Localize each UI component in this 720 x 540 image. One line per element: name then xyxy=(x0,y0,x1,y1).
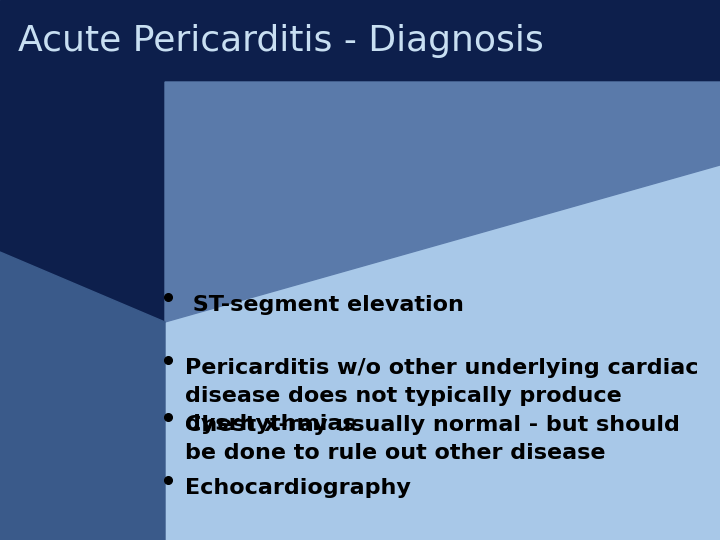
Text: Chest x-ray usually normal - but should: Chest x-ray usually normal - but should xyxy=(185,415,680,435)
Text: Acute Pericarditis - Diagnosis: Acute Pericarditis - Diagnosis xyxy=(18,24,544,58)
Text: Echocardiography: Echocardiography xyxy=(185,478,411,498)
Bar xyxy=(0,0,720,82)
Text: disease does not typically produce: disease does not typically produce xyxy=(185,386,622,406)
Text: ST-segment elevation: ST-segment elevation xyxy=(185,295,464,315)
Text: Pericarditis w/o other underlying cardiac: Pericarditis w/o other underlying cardia… xyxy=(185,358,698,378)
Text: be done to rule out other disease: be done to rule out other disease xyxy=(185,443,606,463)
Polygon shape xyxy=(0,82,165,322)
Polygon shape xyxy=(0,252,165,540)
Polygon shape xyxy=(165,82,720,322)
Text: dysrhythmias: dysrhythmias xyxy=(185,414,356,434)
